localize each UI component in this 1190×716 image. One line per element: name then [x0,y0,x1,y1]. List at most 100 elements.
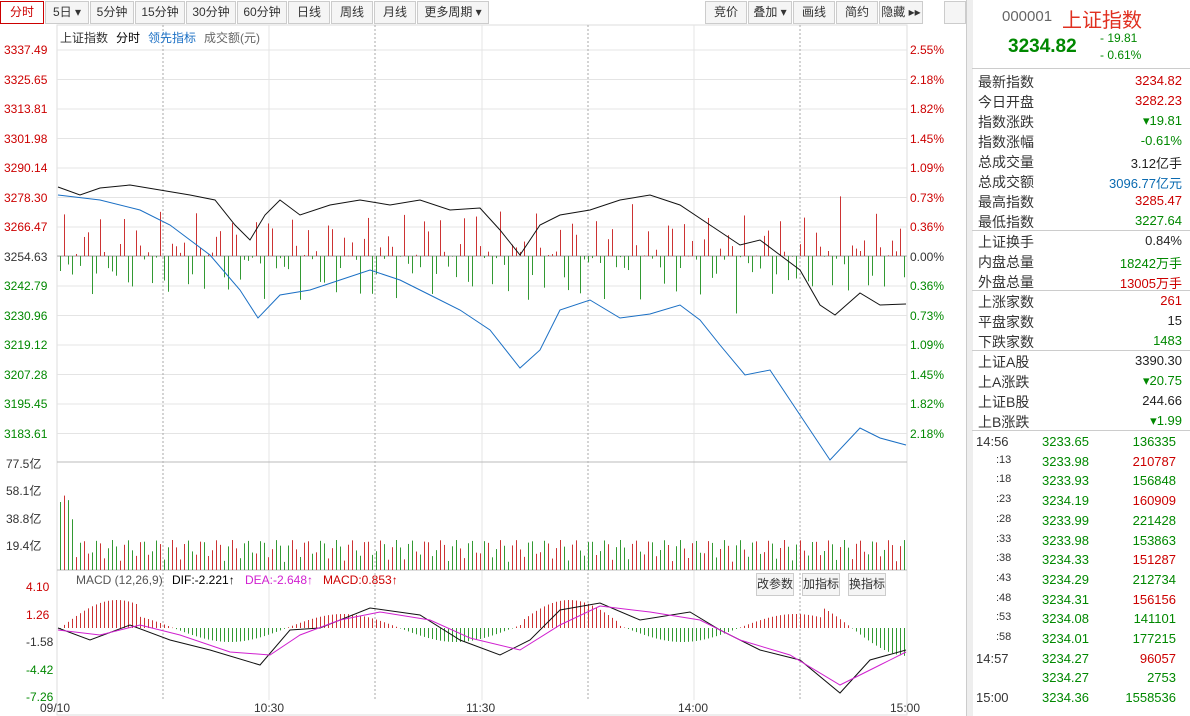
field-value: 3285.47 [1135,193,1182,208]
field-value: 3227.64 [1135,213,1182,228]
field-label: 上证换手 [978,234,1034,250]
time-label: 15:00 [890,701,921,715]
trade-time: :38 [996,552,1012,565]
toolbar-button[interactable]: 简约 [836,1,878,24]
field-label: 下跌家数 [978,334,1034,350]
trade-price: 3233.93 [1042,473,1089,489]
price-label: 3301.98 [4,131,48,146]
macd-label: 4.10 [26,580,50,594]
toolbar-button[interactable]: 竞价 [705,1,747,24]
volume-label: 77.5亿 [6,457,42,471]
trade-time: :18 [996,473,1012,486]
field-label: 今日开盘 [978,94,1034,110]
legend-item: 分时 [116,31,141,45]
volume-label: 58.1亿 [6,484,42,499]
field-value: ▾20.75 [1142,373,1182,388]
trade-volume: 212734 [1132,571,1176,587]
toolbar-button[interactable]: 更多周期 ▾ [417,1,489,24]
fullscreen-icon[interactable] [944,1,966,24]
toolbar-button[interactable]: 5日 ▾ [45,1,89,24]
toolbar-button[interactable]: 周线 [331,1,373,24]
toolbar-button[interactable]: 隐藏 ▸▸ [879,1,923,24]
field-value: 3096.77亿元 [1109,176,1182,191]
price: 3234.82 [1008,36,1077,57]
time-label: 09/10 [40,701,71,715]
toolbar-button[interactable]: 分时 [0,1,44,24]
trade-price: 3234.01 [1042,631,1089,646]
trade-time: :28 [996,512,1012,525]
splitter[interactable] [966,0,973,716]
pct-label: 0.36% [910,220,945,234]
toolbar-button[interactable]: 5分钟 [90,1,134,24]
trade-volume: 2753 [1147,670,1176,686]
pct-label: 1.09% [910,161,945,175]
macd-action[interactable]: 加指标 [802,573,841,596]
trade-time: :58 [996,631,1012,643]
trade-price: 3234.36 [1042,690,1089,706]
macd-header: MACD:0.853↑ [323,573,398,587]
pct-label: 0.73% [910,308,945,323]
field-value: 3.12亿手 [1130,156,1182,171]
macd-label: -1.58 [26,635,54,649]
toolbar-button[interactable]: 叠加 ▾ [748,1,792,24]
toolbar-button[interactable]: 15分钟 [135,1,185,24]
trade-price: 3234.33 [1042,552,1089,568]
stock-name: 上证指数 [1062,10,1142,32]
time-label: 10:30 [254,701,285,715]
price-label: 3207.28 [4,367,48,382]
pct-label: 2.18% [910,72,945,87]
pct-label: 1.45% [910,131,945,146]
price-label: 3219.12 [4,338,48,352]
field-label: 指数涨幅 [978,134,1034,150]
toolbar-button[interactable]: 月线 [374,1,416,24]
bars [60,196,905,656]
trade-volume: 153863 [1132,532,1176,548]
trade-volume: 151287 [1132,552,1176,568]
chart [56,24,908,716]
change-pct: - 0.61% [1100,48,1142,62]
trade-price: 3234.29 [1042,571,1089,587]
price-label: 3290.14 [4,161,48,175]
separator [972,350,1190,351]
toolbar-button[interactable]: 30分钟 [186,1,236,24]
field-label: 总成交额 [978,174,1034,190]
field-label: 最低指数 [978,214,1034,230]
price-label: 3195.45 [4,397,48,411]
macd-action[interactable]: 改参数 [756,573,795,596]
macd-action[interactable]: 换指标 [848,573,887,596]
macd-header: MACD (12,26,9) [76,573,163,587]
trade-volume: 136335 [1132,434,1176,449]
trade-time: 14:57 [976,650,1009,666]
trade-volume: 221428 [1132,512,1176,528]
trade-price: 3234.27 [1042,670,1089,686]
field-label: 最高指数 [978,194,1034,210]
trade-price: 3233.65 [1042,434,1089,449]
separator [972,430,1190,431]
field-value: -0.61% [1140,133,1182,148]
field-value: 244.66 [1142,393,1182,408]
trade-volume: 210787 [1132,453,1176,469]
price-label: 3230.96 [4,308,48,323]
toolbar-button[interactable]: 画线 [793,1,835,24]
separator [972,290,1190,291]
legend-item: 上证指数 [60,31,109,45]
macd-label: -4.42 [26,662,54,677]
trade-price: 3234.08 [1042,611,1089,627]
field-label: 内盘总量 [978,254,1034,270]
field-value: 0.84% [1145,233,1182,248]
trade-volume: 1558536 [1125,690,1176,706]
trade-time: :23 [996,493,1012,506]
toolbar-button[interactable]: 60分钟 [237,1,287,24]
trade-time: :48 [996,591,1012,604]
trade-volume: 177215 [1132,631,1176,646]
toolbar-button[interactable]: 日线 [288,1,330,24]
pct-label: 1.09% [910,338,945,352]
legend-item: 成交额(元) [204,31,260,45]
trade-time: 14:56 [976,434,1009,449]
volume-label: 38.8亿 [6,511,42,526]
macd-label: -7.26 [26,690,54,704]
trade-time: :43 [996,571,1012,584]
pct-label: 0.00% [910,249,945,264]
pct-label: 2.55% [910,43,945,57]
